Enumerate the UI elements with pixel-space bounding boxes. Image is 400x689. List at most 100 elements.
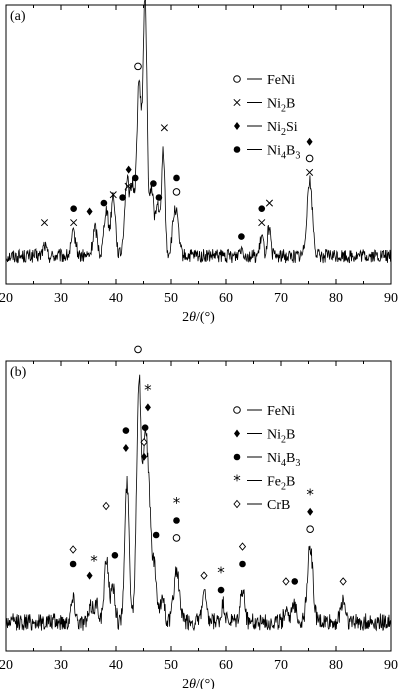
plot-frame <box>5 360 392 652</box>
legend-label-part: 2 <box>281 482 286 493</box>
peak-marker-odiamond <box>238 542 247 551</box>
peak-marker-diamond <box>306 137 313 146</box>
legend-entry-ni2si: Ni2Si <box>234 120 298 138</box>
legend-label-part: 2 <box>281 104 286 115</box>
peak-marker-dot <box>119 194 126 201</box>
legend-label: Ni2B <box>267 97 295 115</box>
panel-b: 20 30 40 50 60 70 80 902θ/(°)(b)*****FeNiNi2BNi… <box>0 345 398 689</box>
legend-label-part: Si <box>286 120 298 135</box>
legend-label: Ni2Si <box>267 120 298 138</box>
legend-label-part: Ni <box>267 120 281 135</box>
peak-marker-star: * <box>173 494 181 512</box>
legend-entry-crb: CrB <box>233 498 290 513</box>
peak-marker-x <box>124 182 132 190</box>
peak-marker-dot <box>238 233 245 240</box>
legend-label-part: FeNi <box>267 73 295 88</box>
peak-marker-circle <box>172 188 181 196</box>
legend-label-part: Ni <box>267 451 281 466</box>
x-tick-label: 50 <box>164 291 178 306</box>
peak-marker-dot <box>111 552 119 559</box>
legend-label-part: B <box>286 428 295 443</box>
legend-entry-ni4b3: Ni4B3 <box>233 144 300 162</box>
peak-marker-dot <box>69 560 77 568</box>
peak-marker-dot <box>173 174 180 182</box>
x-tick-label: 90 <box>384 291 398 306</box>
x-tick-label: 70 <box>274 291 288 306</box>
peak-marker-odiamond <box>339 577 347 586</box>
peak-marker-x <box>258 219 266 227</box>
peak-marker-diamond <box>125 165 132 174</box>
x-axis-label: 2θ/(°) <box>182 310 215 325</box>
legend-label-part: 4 <box>281 458 286 469</box>
legend-label-part: FeNi <box>267 404 295 419</box>
peak-marker-diamond <box>144 403 151 412</box>
panel-label: (b) <box>10 365 27 380</box>
legend-symbol-dot <box>233 146 241 153</box>
legend-symbol-diamond <box>234 429 240 438</box>
legend-label-part: B <box>286 97 295 112</box>
legend-label-part: Ni <box>267 97 281 112</box>
legend-label-part: Fe <box>267 475 281 490</box>
legend-label: Ni2B <box>267 428 295 446</box>
x-tick-label: 60 <box>219 658 233 673</box>
legend-label-part: 2 <box>281 435 286 446</box>
legend-label-part: Ni <box>267 144 281 159</box>
peak-marker-star: * <box>144 381 152 399</box>
legend-label-part: B <box>286 475 295 490</box>
legend-label: Ni4B3 <box>267 451 300 469</box>
x-tick-label: 40 <box>109 658 123 673</box>
x-axis-label-prefix: 2 <box>182 310 189 325</box>
xrd-trace <box>5 374 392 632</box>
peak-marker-x <box>40 219 49 227</box>
panel-label: (a) <box>10 9 26 24</box>
peak-marker-diamond <box>141 452 148 461</box>
x-tick-label: 80 <box>329 291 343 306</box>
x-tick-label: 30 <box>54 658 68 673</box>
peak-marker-x <box>70 219 78 227</box>
peak-marker-circle <box>305 154 314 163</box>
peak-marker-odiamond <box>69 545 77 554</box>
legend-label-part: 2 <box>281 127 286 138</box>
peak-marker-diamond <box>122 444 129 452</box>
legend-label-part: 3 <box>295 458 300 469</box>
legend-entry-fe2b: * Fe2B <box>233 472 295 493</box>
peak-marker-dot <box>122 427 130 434</box>
x-axis-label-prefix: 2 <box>182 677 189 689</box>
legend-label: FeNi <box>267 404 295 419</box>
peak-marker-star: * <box>90 552 98 570</box>
legend-symbol-circle <box>233 75 241 83</box>
peak-marker-odiamond <box>282 577 290 586</box>
x-axis-label-theta: θ <box>189 677 196 689</box>
legend-symbol-x <box>233 98 241 107</box>
plot-frame <box>5 4 392 285</box>
x-axis-label-unit: /(°) <box>196 310 215 325</box>
peak-marker-star: * <box>217 564 225 582</box>
legend-symbol-dot <box>233 453 241 461</box>
peak-marker-diamond <box>86 207 93 216</box>
peak-marker-dot <box>141 424 149 432</box>
x-tick-label: 20 <box>0 291 13 306</box>
panel-a: 20 30 40 50 60 70 80 902θ/(°)(a)FeNiNi2BNi2SiNi… <box>0 0 398 325</box>
peak-marker-dot <box>217 586 225 594</box>
x-tick-label: 70 <box>274 658 288 673</box>
legend-symbol-circle <box>233 406 241 414</box>
peak-marker-dot <box>100 199 108 207</box>
legend-entry-ni2b: Ni2B <box>233 97 295 115</box>
x-tick-label: 60 <box>219 291 233 306</box>
peak-marker-diamond <box>86 571 93 580</box>
peak-marker-odiamond <box>140 438 148 447</box>
peak-marker-odiamond <box>102 501 110 511</box>
x-tick-label: 30 <box>54 291 68 306</box>
peak-marker-circle <box>134 345 142 354</box>
peak-marker-dot <box>131 174 139 182</box>
peak-marker-x <box>306 168 314 176</box>
peak-marker-dot <box>291 578 299 585</box>
legend-label: Fe2B <box>267 475 295 493</box>
legend-entry-feni: FeNi <box>233 73 295 88</box>
xrd-trace <box>5 0 392 264</box>
peak-marker-dot <box>152 531 160 539</box>
x-axis-label-theta: θ <box>189 310 196 325</box>
peak-marker-circle <box>134 62 142 71</box>
peak-marker-dot <box>150 180 157 187</box>
peak-marker-dot <box>258 205 266 212</box>
